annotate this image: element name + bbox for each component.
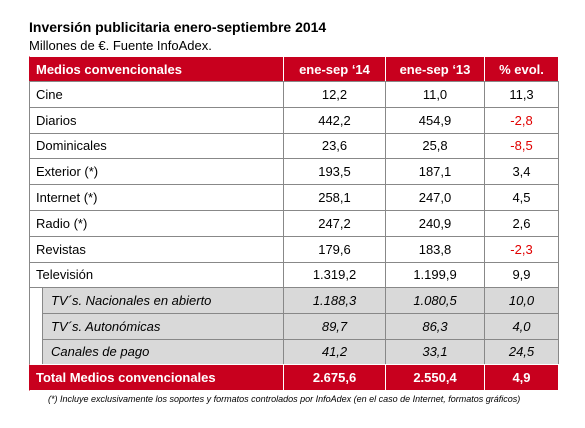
body-cell: 3,4 [484,158,559,186]
sub-cell: 41,2 [283,338,386,366]
sub-cell: TV´s. Autonómicas [42,313,284,340]
body-cell: 258,1 [283,184,386,211]
head-cell: Medios convencionales [29,56,284,82]
body-cell: Radio (*) [29,210,284,237]
body-cell: Diarios [29,106,284,134]
sub-cell: 1.188,3 [283,287,386,314]
sub-cell: 86,3 [385,313,485,340]
sub-cell: 10,0 [484,287,559,314]
total-cell: 2.675,6 [283,364,386,392]
body-cell: -8,5 [484,132,559,160]
sub-cell: 24,5 [484,338,559,366]
head-cell: % evol. [484,56,559,82]
body-cell: 23,6 [283,132,386,160]
body-cell: 183,8 [385,235,485,263]
body-cell: Revistas [29,235,284,263]
body-cell: 1.199,9 [385,261,485,289]
body-cell: 193,5 [283,158,386,186]
body-cell: 11,3 [484,81,559,108]
body-cell: 9,9 [484,261,559,289]
body-cell: 247,0 [385,184,485,211]
body-cell: Exterior (*) [29,158,284,186]
head-cell: ene-sep ‘13 [385,56,485,82]
body-cell: 25,8 [385,132,485,160]
body-cell: 454,9 [385,106,485,134]
total-cell: 4,9 [484,364,559,392]
body-cell: Internet (*) [29,184,284,211]
sub-cell: Canales de pago [42,338,284,366]
sub-cell: 4,0 [484,313,559,340]
body-cell: 1.319,2 [283,261,386,289]
body-cell: 240,9 [385,210,485,237]
body-cell: 4,5 [484,184,559,211]
body-cell: Cine [29,81,284,108]
body-cell: 187,1 [385,158,485,186]
body-cell: -2,8 [484,106,559,134]
subtitle: Millones de €. Fuente InfoAdex. [29,38,212,53]
body-cell: 12,2 [283,81,386,108]
body-cell: 11,0 [385,81,485,108]
body-cell: Dominicales [29,132,284,160]
row-margin [29,287,42,314]
title: Inversión publicitaria enero-septiembre … [29,19,327,35]
sub-cell: TV´s. Nacionales en abierto [42,287,284,314]
sub-cell: 1.080,5 [385,287,485,314]
row-margin [29,338,42,366]
body-cell: -2,3 [484,235,559,263]
body-cell: Televisión [29,261,284,289]
body-cell: 2,6 [484,210,559,237]
total-cell: 2.550,4 [385,364,485,392]
body-cell: 442,2 [283,106,386,134]
sub-cell: 89,7 [283,313,386,340]
body-cell: 247,2 [283,210,386,237]
total-cell: Total Medios convencionales [29,364,284,392]
body-cell: 179,6 [283,235,386,263]
row-margin [29,313,42,340]
sub-cell: 33,1 [385,338,485,366]
footnote: (*) Incluye exclusivamente los soportes … [48,394,521,404]
head-cell: ene-sep ‘14 [283,56,386,82]
